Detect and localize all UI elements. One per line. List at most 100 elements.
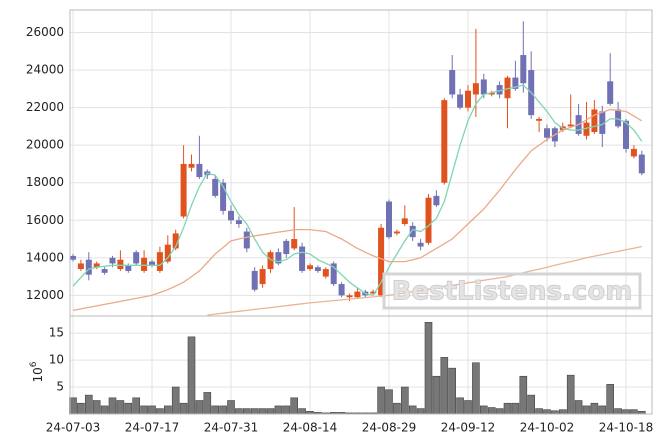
volume-label-exp: 6 xyxy=(29,361,39,367)
volume-bar xyxy=(598,405,607,415)
moving-average xyxy=(72,84,643,297)
candle-body xyxy=(125,265,132,271)
candle-body xyxy=(520,55,527,84)
y-tick-label: 14000 xyxy=(26,250,64,264)
volume-bar xyxy=(456,397,464,415)
volume-bar xyxy=(250,408,259,415)
candle-body xyxy=(425,197,432,243)
candle-body xyxy=(109,257,116,264)
candle-body xyxy=(346,295,353,298)
x-tick-label: 24-07-31 xyxy=(204,421,258,435)
volume-bar xyxy=(448,367,457,415)
moving-average xyxy=(207,245,642,316)
volume-bar xyxy=(171,386,180,415)
candle-body xyxy=(117,259,124,270)
candle-body xyxy=(267,252,274,270)
candle-body xyxy=(583,122,590,136)
volume-bar xyxy=(266,408,275,415)
candle-body xyxy=(275,252,282,264)
candle-body xyxy=(93,263,100,268)
candle-body xyxy=(488,92,495,95)
volume-bar xyxy=(290,397,299,415)
volume-bar xyxy=(164,405,172,415)
volume-bar xyxy=(495,408,504,415)
x-tick-label: 24-07-03 xyxy=(46,421,100,435)
volume-bar xyxy=(124,402,133,415)
volume-bar xyxy=(219,405,227,415)
volume-bar xyxy=(156,408,164,415)
volume-bar xyxy=(116,400,125,415)
candle-body xyxy=(330,263,337,285)
volume-bar xyxy=(140,405,148,415)
candle-body xyxy=(630,148,637,157)
volume-bar xyxy=(258,408,267,415)
candle-body xyxy=(567,124,574,127)
volume-bar xyxy=(77,402,85,415)
candle-body xyxy=(141,257,148,271)
y-tick-label: 12000 xyxy=(26,288,64,302)
volume-bar xyxy=(148,405,156,415)
x-tick-label: 24-08-29 xyxy=(362,421,416,435)
candle-body xyxy=(283,240,290,255)
candle-body xyxy=(472,83,479,95)
volume-bar xyxy=(590,402,599,415)
candle-body xyxy=(188,163,195,168)
volume-bar xyxy=(100,405,109,415)
watermark-box xyxy=(382,272,642,310)
volume-bar xyxy=(464,400,472,415)
candle-body xyxy=(180,163,187,217)
y-tick-label: 15 xyxy=(49,326,64,340)
volume-bar xyxy=(274,405,283,415)
x-tick-label: 24-09-12 xyxy=(441,421,495,435)
moving-average xyxy=(72,108,643,312)
y-tick-label: 24000 xyxy=(26,63,64,77)
volume-bar xyxy=(132,397,140,415)
candle-body xyxy=(504,77,511,99)
candle-body xyxy=(354,291,361,298)
volume-bar xyxy=(535,408,543,415)
candle-body xyxy=(314,267,321,271)
x-tick-label: 24-07-17 xyxy=(125,421,179,435)
volume-bar xyxy=(519,375,528,415)
volume-bar xyxy=(187,336,196,415)
candle-body xyxy=(228,210,234,221)
candle-body xyxy=(615,109,622,127)
volume-bar xyxy=(408,405,417,415)
volume-bar xyxy=(282,405,291,415)
candle-body xyxy=(101,269,108,273)
candle-body xyxy=(607,81,614,104)
volume-bar xyxy=(298,408,306,415)
volume-bar xyxy=(527,394,536,415)
candle-body xyxy=(536,118,543,121)
candle-body xyxy=(591,109,598,133)
volume-bar xyxy=(630,409,638,415)
volume-bar xyxy=(211,405,219,415)
candle-body xyxy=(393,231,400,234)
candle-body xyxy=(480,79,487,95)
y-tick-label: 16000 xyxy=(26,213,64,227)
candle-body xyxy=(457,94,464,108)
candle-body xyxy=(133,252,140,264)
candle-body xyxy=(433,195,440,206)
volume-bar xyxy=(503,402,512,415)
candle-body xyxy=(291,239,298,249)
y-tick-label: 10 xyxy=(49,353,64,367)
y-tick-label: 20000 xyxy=(26,138,64,152)
watermark-text: BestListens.com xyxy=(392,277,633,307)
y-tick-label: 5 xyxy=(56,380,64,394)
candle-body xyxy=(638,154,645,174)
volume-bar xyxy=(235,408,243,415)
candle-body xyxy=(417,242,424,247)
volume-bar xyxy=(472,362,480,415)
volume-bar xyxy=(393,402,401,415)
x-tick-label: 24-10-18 xyxy=(599,421,653,435)
volume-bar xyxy=(377,386,385,415)
volume-bar xyxy=(69,397,77,415)
candle-body xyxy=(338,284,345,296)
volume-bar xyxy=(440,357,449,415)
volume-bar xyxy=(574,400,583,415)
candle-body xyxy=(386,201,392,238)
candle-body xyxy=(599,111,606,134)
candle-body xyxy=(156,252,163,271)
volume-bar xyxy=(108,397,117,415)
